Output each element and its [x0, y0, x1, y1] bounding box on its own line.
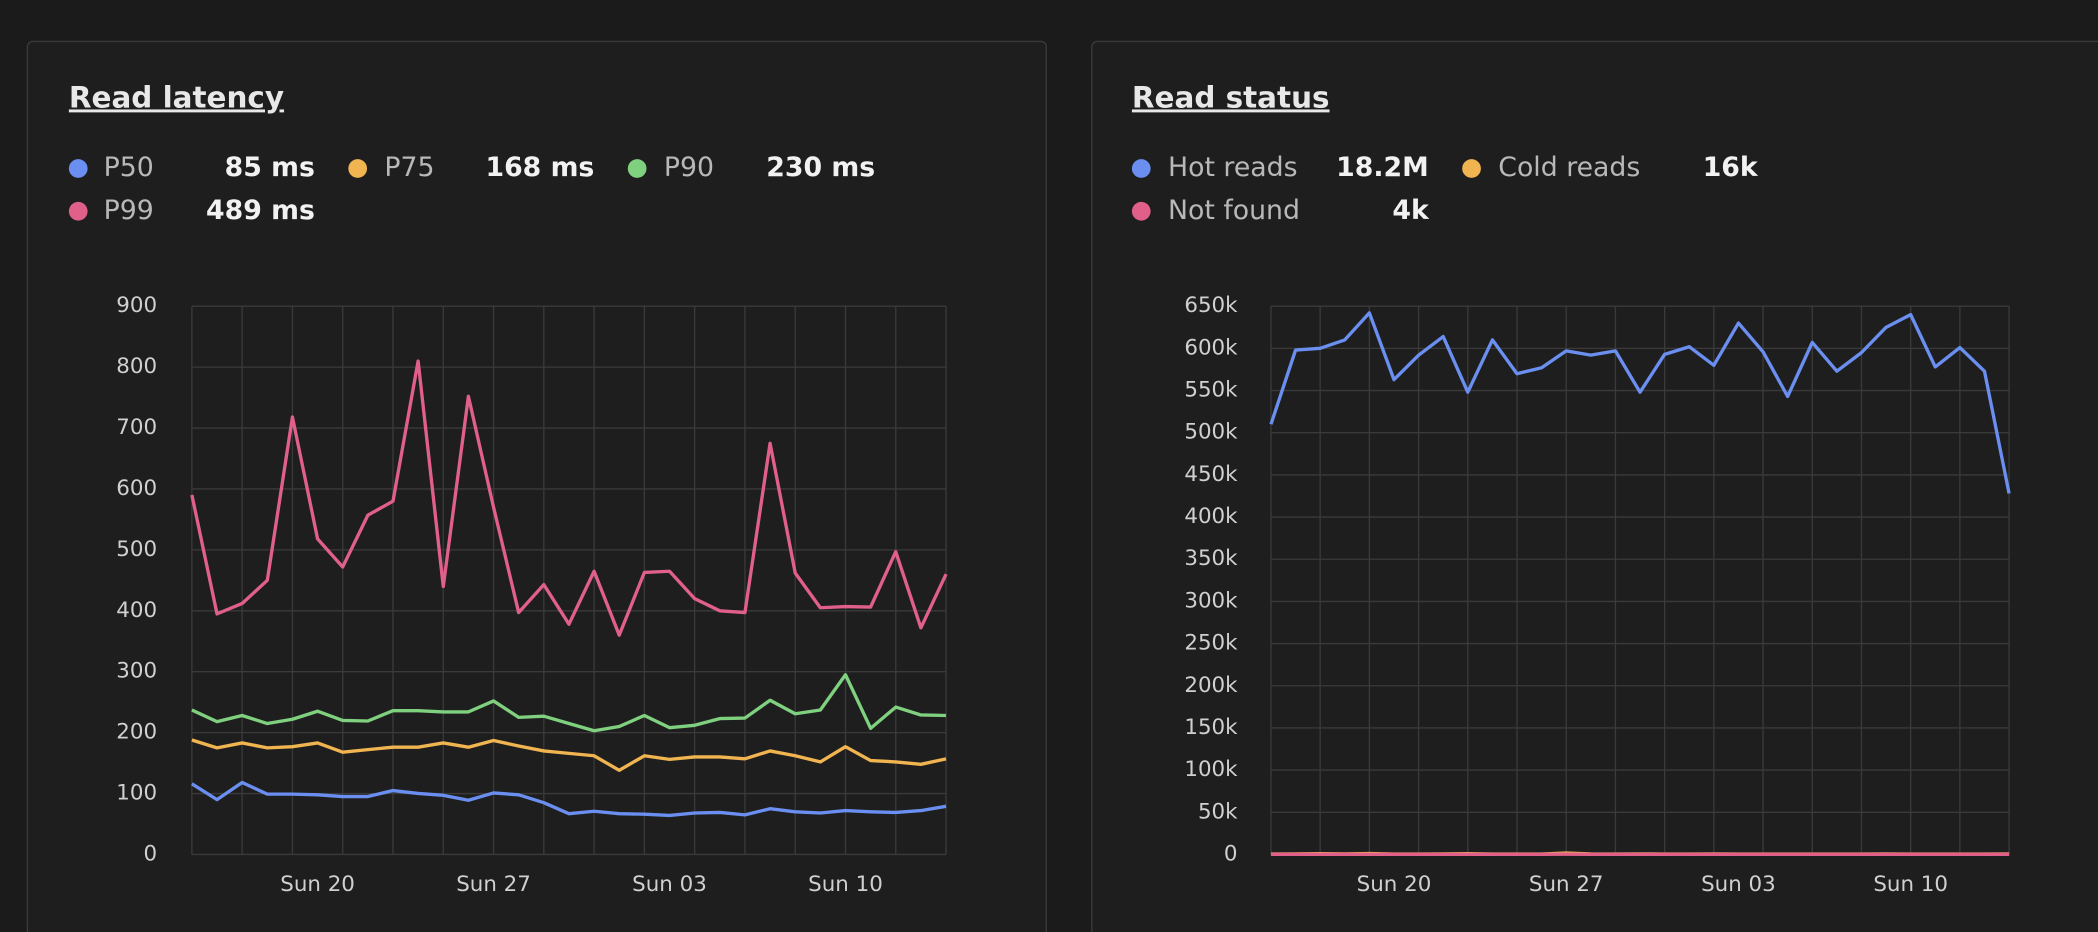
- legend-dot: [1131, 201, 1151, 221]
- legend-value: 489 ms: [206, 195, 315, 226]
- legend-name: Not found: [1168, 195, 1300, 226]
- y-tick-label: 100k: [1184, 757, 1238, 782]
- legend-name: Cold reads: [1498, 152, 1640, 183]
- legend-value: 168 ms: [485, 152, 594, 183]
- legend-value: 18.2M: [1336, 152, 1429, 183]
- y-tick-label: 500k: [1184, 420, 1238, 445]
- y-tick-label: 900: [116, 293, 157, 318]
- y-tick-label: 550k: [1184, 378, 1238, 403]
- x-tick-label: Sun 27: [456, 872, 531, 897]
- legend-value: 16k: [1703, 152, 1759, 183]
- y-tick-label: 0: [1224, 841, 1238, 866]
- legend-dot: [1462, 159, 1481, 178]
- y-tick-label: 100: [116, 781, 157, 806]
- legend-name: P99: [104, 195, 154, 226]
- series-line: [190, 359, 948, 637]
- legend-dot: [1131, 159, 1151, 178]
- legend-dot: [348, 159, 368, 178]
- y-tick-label: 400: [116, 598, 157, 623]
- legend-value: 230 ms: [766, 152, 875, 183]
- y-tick-label: 200k: [1184, 673, 1238, 698]
- y-tick-label: 300k: [1184, 588, 1238, 613]
- series-line: [1269, 311, 2011, 494]
- y-tick-label: 500: [116, 537, 157, 562]
- legend-value: 85 ms: [225, 152, 315, 183]
- legend-name: P75: [384, 152, 434, 183]
- y-tick-label: 650k: [1184, 293, 1238, 318]
- legend-name: Hot reads: [1168, 152, 1298, 183]
- y-tick-label: 150k: [1184, 715, 1238, 740]
- x-tick-label: Sun 10: [1873, 872, 1948, 897]
- y-tick-label: 200: [116, 720, 157, 745]
- y-tick-label: 450k: [1184, 462, 1238, 487]
- legend-value: 4k: [1392, 195, 1430, 226]
- panel: [1091, 40, 2098, 932]
- y-tick-label: 800: [116, 354, 157, 379]
- series-line: [191, 738, 947, 773]
- x-tick-label: Sun 20: [280, 872, 355, 897]
- series-line: [191, 673, 947, 733]
- x-tick-label: Sun 20: [1357, 872, 1432, 897]
- x-tick-label: Sun 27: [1529, 872, 1604, 897]
- series-line: [190, 780, 947, 818]
- y-tick-label: 50k: [1198, 799, 1238, 824]
- legend-name: P50: [104, 152, 154, 183]
- x-tick-label: Sun 10: [808, 872, 883, 897]
- panel-title: Read latency: [69, 80, 284, 114]
- x-tick-label: Sun 03: [632, 872, 707, 897]
- y-tick-label: 350k: [1184, 546, 1238, 571]
- legend-dot: [627, 159, 647, 178]
- y-tick-label: 400k: [1184, 504, 1238, 529]
- y-tick-label: 600k: [1184, 335, 1238, 360]
- legend-name: P90: [664, 152, 714, 183]
- y-tick-label: 300: [116, 659, 157, 684]
- y-tick-label: 600: [116, 476, 157, 501]
- panel: [26, 40, 1047, 932]
- legend-dot: [68, 201, 88, 221]
- y-tick-label: 0: [144, 841, 158, 866]
- x-tick-label: Sun 03: [1701, 872, 1776, 897]
- legend-dot: [68, 159, 88, 178]
- y-tick-label: 700: [116, 415, 157, 440]
- panel-title: Read status: [1132, 80, 1330, 114]
- y-tick-label: 250k: [1184, 631, 1238, 656]
